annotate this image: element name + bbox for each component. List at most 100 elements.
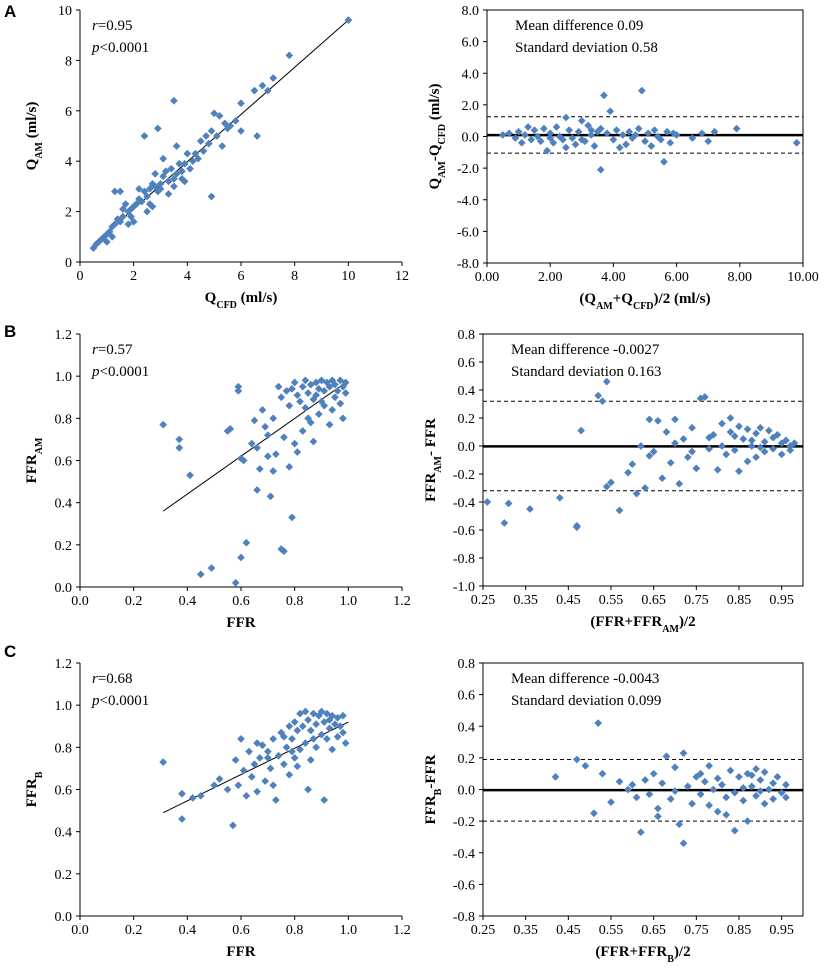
a-bland-point	[533, 132, 542, 141]
b-scatter-point	[247, 439, 256, 448]
c-bland-point	[641, 776, 650, 784]
a-scatter-point	[218, 142, 227, 151]
a-bland-point	[663, 127, 672, 136]
c-scatter-point	[247, 772, 256, 781]
c-bland-point	[730, 826, 739, 835]
a-bland-y-tick-label: 6.0	[462, 36, 480, 51]
a-bland-point	[543, 146, 551, 155]
b-bland-y-tick-label: -1.0	[453, 580, 475, 595]
b-bland-point	[717, 442, 726, 450]
b-scatter-stat-1: r=0.57	[92, 342, 133, 358]
a-bland-y-label: QAM-QCFD (ml/s)	[427, 84, 448, 190]
c-scatter-y-tick-label: 0.0	[55, 910, 73, 925]
c-bland-point	[636, 828, 645, 837]
b-bland-point	[602, 482, 611, 491]
c-scatter-y-label: FFRB	[24, 771, 45, 807]
b-scatter-point	[274, 382, 283, 391]
a-bland-point	[577, 135, 586, 144]
b-bland-point	[683, 453, 692, 462]
c-bland-x-tick-label: 0.35	[513, 923, 538, 938]
a-scatter-point	[237, 99, 245, 108]
b-scatter-x-tick-label: 0.2	[125, 594, 143, 609]
b-scatter-point	[341, 389, 350, 397]
a-scatter-point	[191, 149, 200, 158]
c-scatter-point	[159, 758, 168, 767]
c-bland-x-tick-label: 0.55	[599, 923, 624, 938]
c-scatter-point	[239, 766, 248, 775]
b-scatter-y-tick-label: 0.2	[55, 539, 73, 554]
b-scatter-point	[271, 450, 280, 459]
a-scatter-point	[269, 74, 278, 82]
b-scatter-point	[253, 443, 262, 452]
c-scatter-point	[322, 734, 331, 743]
b-scatter-point	[341, 378, 350, 387]
c-bland-point	[735, 772, 743, 781]
a-scatter-point	[172, 169, 181, 178]
c-scatter-point	[178, 789, 186, 798]
b-bland-point	[773, 430, 782, 439]
a-scatter-x-tick-label: 4	[184, 269, 191, 284]
b-scatter-point	[196, 570, 205, 579]
b-scatter-point	[263, 452, 272, 461]
c-scatter-point	[312, 720, 321, 729]
a-bland-x-tick-label: 4.00	[601, 270, 626, 285]
b-bland-point	[735, 467, 743, 476]
c-scatter-point	[336, 722, 345, 731]
c-scatter-point	[231, 756, 240, 764]
b-bland-x-tick-label: 0.35	[513, 593, 538, 608]
c-bland-point	[679, 749, 688, 758]
c-bland-point	[747, 782, 756, 791]
c-bland-point	[705, 761, 714, 770]
b-scatter-y-tick-label: 0.0	[55, 581, 73, 596]
a-scatter-point	[183, 149, 192, 158]
c-bland-point	[675, 820, 684, 829]
b-bland-y-tick-label: 0.4	[458, 384, 476, 399]
c-scatter-point	[301, 707, 310, 716]
c-bland-point	[769, 795, 778, 803]
a-scatter-x-tick-label: 10	[341, 269, 355, 284]
b-scatter-x-label: FFR	[226, 615, 255, 631]
b-scatter-point	[290, 378, 299, 387]
a-scatter-y-tick-label: 4	[65, 155, 72, 170]
c-scatter-point	[296, 745, 304, 754]
a-scatter-point	[263, 86, 272, 95]
a-bland-x-tick-label: 6.00	[664, 270, 689, 285]
b-bland-point	[705, 433, 714, 442]
a-bland-point	[599, 91, 608, 100]
b-bland-point	[692, 464, 701, 473]
a-scatter-point	[175, 159, 184, 168]
c-scatter-point	[328, 745, 337, 754]
a-scatter-point	[116, 187, 125, 196]
a-scatter-point	[285, 51, 294, 60]
a-scatter-x-tick-label: 0	[77, 269, 84, 284]
a-scatter-point	[159, 172, 168, 181]
b-bland-point	[662, 428, 671, 436]
c-bland-point	[713, 807, 722, 816]
b-scatter-point	[237, 553, 245, 562]
c-scatter-point	[279, 760, 288, 769]
a-bland-point	[792, 138, 801, 147]
b-bland-point	[730, 446, 739, 455]
c-bland-point	[752, 791, 761, 800]
a-scatter-y-tick-label: 2	[65, 206, 72, 221]
c-scatter-x-tick-label: 0.4	[179, 923, 197, 938]
a-scatter-point	[140, 132, 149, 140]
b-scatter-point	[336, 399, 345, 408]
a-bland-stat-1: Mean difference 0.09	[515, 18, 643, 34]
b-scatter-y-tick-label: 1.2	[55, 328, 73, 343]
c-bland-point	[594, 719, 603, 728]
c-bland-point	[756, 787, 765, 796]
a-bland-x-tick-label: 8.00	[728, 270, 753, 285]
c-scatter-point	[234, 781, 243, 790]
c-scatter-point	[279, 732, 288, 741]
a-scatter-point	[135, 195, 143, 203]
c-bland-point	[572, 755, 581, 764]
a-scatter-point	[237, 127, 245, 135]
b-bland-point	[743, 425, 752, 434]
b-bland-x-tick-label: 0.75	[684, 593, 709, 608]
c-scatter-point	[223, 785, 232, 794]
c-scatter-y-tick-label: 1.2	[55, 657, 73, 672]
c-scatter-point	[261, 777, 270, 786]
a-bland-point	[732, 124, 741, 133]
c-scatter-point	[309, 734, 318, 743]
